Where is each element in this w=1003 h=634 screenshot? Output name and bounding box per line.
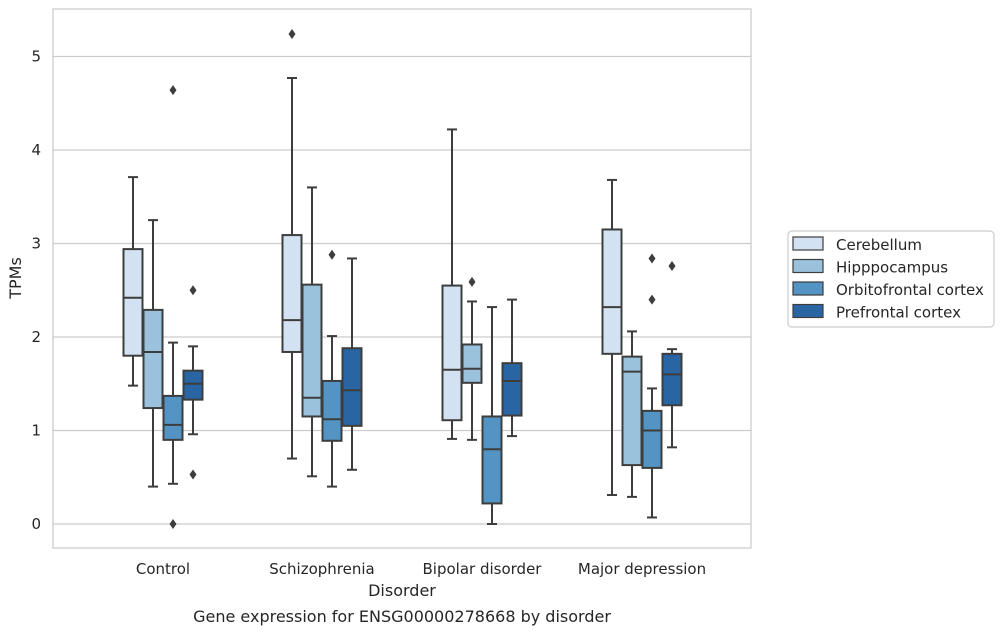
y-tick-label: 0 bbox=[31, 515, 41, 533]
box-body bbox=[481, 415, 503, 505]
box-body bbox=[621, 355, 643, 467]
box-body bbox=[162, 394, 184, 441]
y-axis-ticks: 0 1 2 3 4 5 bbox=[31, 48, 41, 534]
legend-label: Hipppocampus bbox=[836, 259, 948, 277]
legend-swatch bbox=[792, 258, 824, 274]
box-orbitofrontal-cortex bbox=[162, 85, 184, 529]
box-body bbox=[461, 343, 483, 384]
y-tick-label: 5 bbox=[31, 48, 41, 66]
legend-swatch bbox=[792, 303, 824, 319]
box-cerebellum bbox=[122, 176, 144, 387]
plot-frame bbox=[52, 8, 752, 549]
x-axis-ticks: Control Schizophrenia Bipolar disorder Majo… bbox=[136, 560, 706, 578]
chart-caption: Gene expression for ENSG00000278668 by d… bbox=[193, 607, 611, 626]
legend-label: Orbitofrontal cortex bbox=[836, 281, 984, 299]
outlier-point bbox=[169, 519, 177, 529]
box-cerebellum bbox=[601, 178, 623, 497]
outlier-point bbox=[288, 29, 296, 40]
outlier-point bbox=[668, 260, 676, 271]
box-body bbox=[341, 347, 363, 427]
y-tick-label: 4 bbox=[31, 141, 41, 159]
legend-label: Prefrontal cortex bbox=[836, 304, 961, 322]
legend-label: Cerebellum bbox=[836, 236, 922, 254]
box-orbitofrontal-cortex bbox=[321, 249, 343, 488]
box-body bbox=[661, 352, 683, 407]
box-cerebellum bbox=[441, 128, 463, 440]
box-body bbox=[142, 308, 164, 410]
box-cerebellum bbox=[281, 29, 303, 460]
outlier-point bbox=[169, 85, 177, 96]
box-body bbox=[321, 379, 343, 442]
outlier-point bbox=[328, 249, 336, 260]
box-body bbox=[122, 248, 144, 357]
box-body bbox=[281, 234, 303, 353]
x-tick-label: Bipolar disorder bbox=[423, 560, 543, 578]
outlier-point bbox=[189, 469, 197, 480]
box-prefrontal-cortex bbox=[341, 257, 363, 471]
y-tick-label: 2 bbox=[31, 328, 41, 346]
x-tick-label: Schizophrenia bbox=[269, 560, 374, 578]
outlier-point bbox=[648, 294, 656, 305]
outlier-point bbox=[189, 285, 197, 296]
box-prefrontal-cortex bbox=[501, 298, 523, 438]
box-hipppocampus bbox=[301, 186, 323, 478]
box-hipppocampus bbox=[621, 330, 643, 498]
box-prefrontal-cortex bbox=[661, 260, 683, 449]
legend: Cerebellum Hipppocampus Orbitofrontal cort… bbox=[787, 230, 995, 328]
box-body bbox=[441, 284, 463, 422]
box-body bbox=[641, 409, 663, 469]
box-body bbox=[501, 362, 523, 417]
box-hipppocampus bbox=[142, 219, 164, 488]
box-series bbox=[122, 29, 683, 529]
box-body bbox=[601, 228, 623, 355]
legend-frame bbox=[787, 230, 995, 328]
x-tick-label: Control bbox=[136, 560, 190, 578]
box-orbitofrontal-cortex bbox=[641, 253, 663, 519]
y-tick-label: 3 bbox=[31, 235, 41, 253]
box-body bbox=[182, 369, 204, 401]
outlier-point bbox=[648, 253, 656, 264]
y-axis-label: TPMs bbox=[6, 257, 25, 300]
box-body bbox=[301, 283, 323, 418]
y-tick-label: 1 bbox=[31, 422, 41, 440]
legend-swatch bbox=[792, 281, 824, 296]
legend-swatch bbox=[792, 236, 824, 251]
box-orbitofrontal-cortex bbox=[481, 306, 503, 525]
outlier-point bbox=[468, 276, 476, 287]
box-hipppocampus bbox=[461, 276, 483, 441]
box-prefrontal-cortex bbox=[182, 285, 204, 480]
x-tick-label: Major depression bbox=[578, 560, 706, 578]
x-axis-label: Disorder bbox=[368, 581, 436, 600]
